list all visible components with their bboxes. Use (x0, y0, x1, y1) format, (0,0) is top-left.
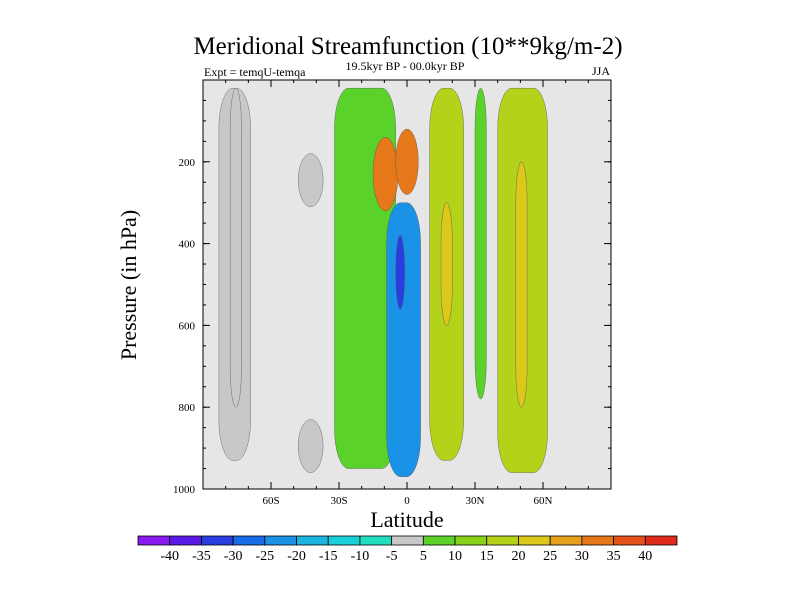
colorbar-tick-label: -25 (255, 549, 274, 564)
colorbar-box (422, 535, 456, 546)
colorbar-box (327, 535, 361, 546)
contour-region-eq-jet-max (395, 128, 419, 195)
colorbar-tick-label: -5 (386, 549, 398, 564)
colorbar-tick-label: -35 (192, 549, 211, 564)
y-tick-label: 200 (179, 157, 196, 169)
colorbar-tick-label: -30 (224, 549, 243, 564)
contour-region-nh-midlat-core (515, 161, 528, 408)
axes: 60S 30S 0 30N 60N 200 400 600 800 1000 (173, 79, 612, 507)
subtitle-center: 19.5kyr BP - 00.0kyr BP (346, 59, 465, 73)
colorbar-tick-label: 5 (420, 549, 427, 564)
x-tick-label: 30S (330, 495, 347, 507)
contour-region-sh-low-patch (298, 419, 324, 473)
colorbar: -40 -35 -30 -25 -20 -15 -10 -5 5 10 15 20 25 30 35 40 (137, 535, 678, 564)
colorbar-tick-label: 20 (511, 549, 525, 564)
colorbar-box (454, 535, 488, 546)
plot-area: 60S 30S 0 30N 60N 200 400 600 800 1000 (173, 79, 612, 507)
colorbar-box (486, 535, 519, 546)
x-tick-label: 60N (534, 495, 553, 507)
colorbar-box (613, 535, 646, 546)
y-tick-label: 400 (179, 239, 196, 251)
y-tick-label: 600 (179, 320, 196, 332)
colorbar-box (581, 535, 614, 546)
contour-region-eq-negative-core (395, 235, 405, 310)
colorbar-box (169, 535, 202, 546)
y-axis-label: Pressure (in hPa) (116, 210, 141, 360)
contour-region-eq-negative-cell (386, 202, 421, 477)
colorbar-tick-label: 15 (480, 549, 494, 564)
x-tick-label: 60S (262, 495, 279, 507)
colorbar-box (264, 535, 297, 546)
contour-region-sh-midlat-patch (298, 153, 324, 207)
colorbar-box (644, 535, 678, 546)
colorbar-box (391, 535, 424, 546)
colorbar-tick-label: 40 (638, 549, 652, 564)
colorbar-box (137, 535, 171, 546)
colorbar-tick-label: 35 (607, 549, 621, 564)
colorbar-box (518, 535, 551, 546)
colorbar-tick-label: -15 (319, 549, 338, 564)
x-tick-label: 0 (404, 495, 410, 507)
subtitle-right: JJA (592, 64, 610, 78)
colorbar-tick-label: 25 (543, 549, 557, 564)
x-tick-label: 30N (466, 495, 485, 507)
contour-region-sh-jet-max-west (372, 137, 399, 212)
colorbar-tick-label: -20 (287, 549, 306, 564)
colorbar-box (549, 535, 583, 546)
y-tick-label: 800 (179, 402, 196, 414)
colorbar-box (201, 535, 234, 546)
colorbar-box (296, 535, 329, 546)
contour-region-nh-tropical-core (440, 202, 453, 326)
subtitle-left: Expt = temqU-temqa (204, 65, 306, 79)
colorbar-box (232, 535, 266, 546)
colorbar-box (359, 535, 393, 546)
contour-region-sh-polar-inner (229, 87, 242, 408)
contour-region-nh-subtropical-cell (474, 87, 487, 400)
x-axis-label: Latitude (370, 507, 443, 532)
colorbar-tick-label: -10 (351, 549, 370, 564)
y-tick-label: 1000 (173, 484, 196, 496)
chart-title: Meridional Streamfunction (10**9kg/m-2) (193, 33, 622, 60)
colorbar-tick-label: 10 (448, 549, 462, 564)
colorbar-tick-label: -40 (160, 549, 179, 564)
colorbar-tick-label: 30 (575, 549, 589, 564)
